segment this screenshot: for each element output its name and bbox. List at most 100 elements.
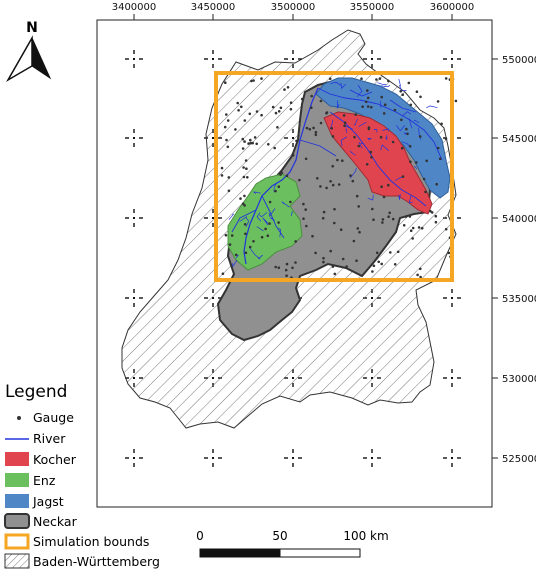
river-tributary [380, 144, 390, 151]
gauge-point [325, 186, 328, 190]
gauge-point [416, 273, 419, 277]
x-tick-label: 3600000 [430, 2, 475, 13]
gauge-point [300, 97, 304, 101]
river-tributary [278, 227, 282, 238]
legend-item-river: River [5, 431, 66, 446]
gauge-point [221, 272, 225, 276]
gauge-point [408, 215, 412, 218]
gauge-point [244, 232, 247, 236]
river-tributary [291, 211, 294, 217]
gauge-point [387, 79, 390, 83]
enz-swatch-icon [5, 473, 29, 487]
gauge-point [333, 207, 336, 211]
gauge-point [381, 218, 385, 221]
river-tributary [377, 82, 387, 85]
river-tributary [385, 134, 388, 140]
gauge-point [311, 234, 314, 238]
gauge-point [382, 195, 386, 199]
gauge-point [382, 112, 386, 115]
gauge-point [370, 156, 373, 159]
gauge-point [358, 230, 361, 234]
gauge-point [371, 207, 374, 211]
gauge-point [393, 263, 397, 266]
graticule-cross [443, 369, 461, 387]
gauge-point [284, 268, 288, 272]
gauge-point [226, 145, 230, 149]
gauge-point [273, 146, 277, 150]
gauge-point [341, 159, 344, 162]
gauge-point [366, 105, 370, 108]
gauge-point [250, 79, 253, 83]
gauge-point [336, 158, 339, 162]
scale-bar-white-segment [279, 548, 361, 558]
gauge-point [255, 110, 259, 113]
river-tributary [232, 259, 238, 268]
gauge-point [328, 77, 332, 80]
kocher-basin [323, 111, 433, 215]
gauge-point [419, 95, 422, 99]
river-tributary [426, 105, 438, 109]
gauge-point [285, 262, 289, 266]
gauge-point [349, 174, 352, 177]
graticule-cross [125, 289, 143, 307]
gauge-point [283, 88, 286, 91]
gauge-point [366, 96, 370, 100]
gauge-point [342, 114, 346, 117]
gauge-point [357, 144, 361, 148]
gauge-point [260, 113, 263, 117]
gauge-point [345, 265, 348, 268]
gauge-point [244, 251, 248, 255]
legend-item-simulation-bounds: Simulation bounds [4, 533, 149, 550]
gauge-point [343, 121, 347, 124]
gauge-point [249, 141, 253, 145]
river-tributary [349, 168, 357, 179]
gauge-point [253, 136, 257, 139]
gauge-point [266, 234, 270, 237]
gauge-point [252, 79, 255, 82]
gauge-point [354, 113, 358, 116]
gauge-point [372, 218, 375, 221]
gauge-point [454, 99, 458, 103]
gauge-point [436, 146, 440, 150]
scale-label: 100 km [343, 529, 388, 543]
gauge-point [242, 166, 245, 169]
gauge-point [267, 143, 270, 146]
gauge-point [302, 217, 305, 220]
gauge-point [294, 261, 297, 264]
river-tributary [398, 78, 401, 87]
gauge-point [375, 251, 379, 255]
legend-label: Jagst [32, 494, 64, 509]
river-tributary [299, 139, 337, 157]
river-tributary [380, 85, 391, 88]
gauge-point [277, 185, 281, 188]
river-tributary [245, 217, 250, 227]
gauge-point [280, 171, 284, 175]
gauge-point [234, 128, 237, 131]
gauge-point [402, 224, 406, 227]
gauge-point [319, 121, 323, 125]
graticule-cross [284, 449, 302, 467]
gauge-point [312, 126, 315, 130]
gauge-point [224, 81, 227, 84]
river-tributary [367, 138, 372, 141]
gauge-point [246, 176, 249, 179]
gauge-point [387, 215, 390, 218]
gauge-point [391, 140, 395, 144]
gauge-point [314, 130, 318, 134]
legend-label: Simulation bounds [33, 534, 149, 549]
north-arrow-right-half [31, 37, 52, 80]
gauge-point [444, 227, 448, 231]
gauge-point [330, 127, 334, 130]
gauge-point [243, 194, 246, 198]
gauge-point [351, 179, 355, 183]
gauge-point [419, 275, 422, 279]
gauge-point [285, 274, 288, 278]
graticule-center [451, 377, 453, 379]
gauge-point [411, 237, 415, 240]
gauge-point [314, 133, 318, 137]
gauge-point [321, 216, 325, 220]
gauge-point [424, 190, 427, 194]
graticule-center [451, 297, 453, 299]
y-tick-label: 5450000 [502, 134, 536, 145]
gauge-point [415, 161, 418, 164]
